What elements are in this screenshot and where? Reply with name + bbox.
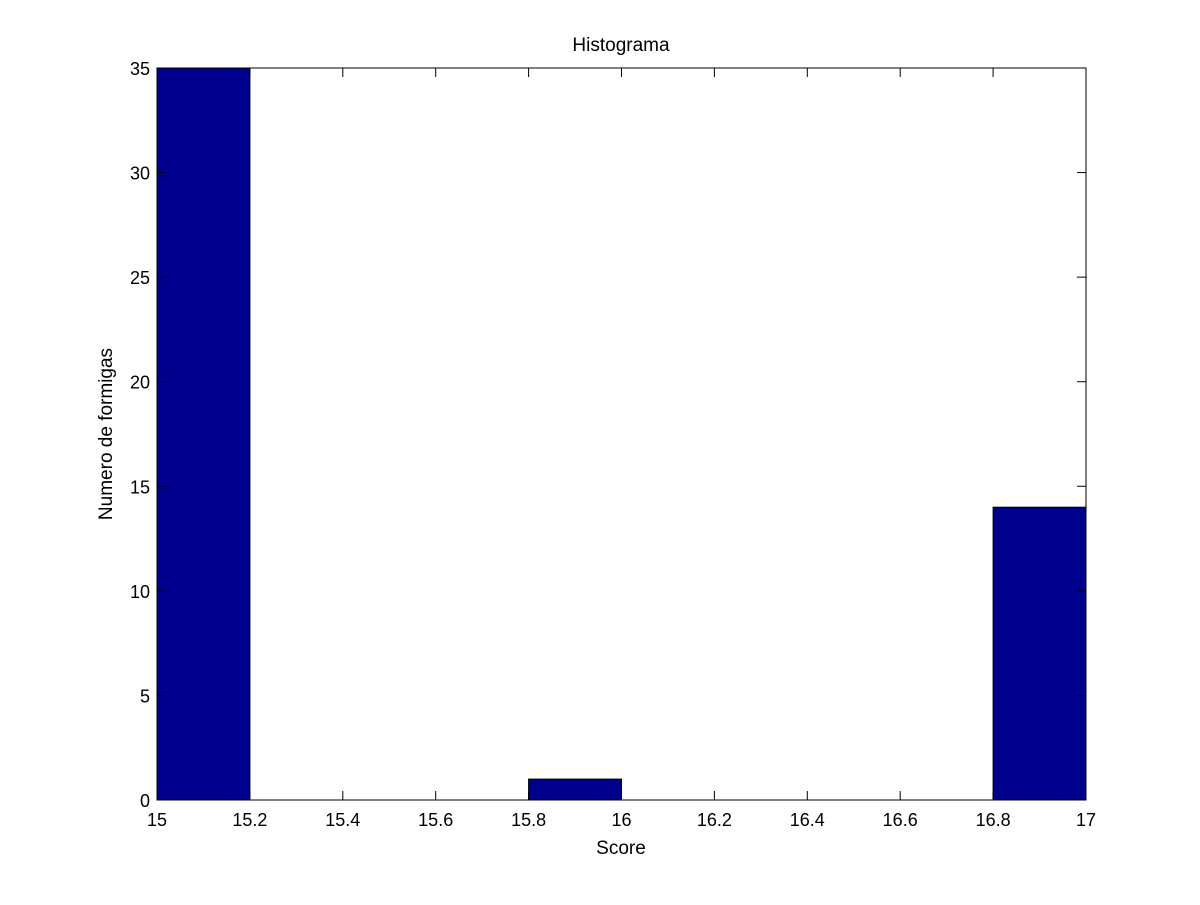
y-tick-label-2: 10	[130, 582, 150, 602]
y-tick-label-5: 25	[130, 268, 150, 288]
bars-group	[156, 67, 1087, 801]
ticks-group	[156, 67, 1087, 801]
y-axis-title: Numero de formigas	[96, 348, 117, 520]
x-tick-label-4: 15.8	[511, 810, 546, 830]
x-tick-label-0: 15	[147, 810, 167, 830]
histogram-bar-4	[528, 778, 622, 801]
x-tick-label-2: 15.4	[325, 810, 360, 830]
y-tick-label-4: 20	[130, 373, 150, 393]
x-tick-label-7: 16.4	[790, 810, 825, 830]
y-tick-label-1: 5	[140, 686, 150, 706]
histogram-bar-0	[156, 67, 251, 801]
tick-labels-group: 15 15.2 15.4 15.6 15.8 16 16.2 16.4 16.6 16.8 17 0 5…	[130, 59, 1096, 830]
chart-title: Histograma	[572, 35, 670, 56]
histogram-bar-9	[992, 506, 1087, 801]
y-tick-label-3: 15	[130, 477, 150, 497]
y-tick-label-6: 30	[130, 164, 150, 184]
y-tick-label-7: 35	[130, 59, 150, 79]
x-axis-title: Score	[596, 838, 646, 859]
x-tick-label-6: 16.2	[697, 810, 732, 830]
x-tick-label-9: 16.8	[976, 810, 1011, 830]
x-tick-label-5: 16	[611, 810, 631, 830]
x-tick-label-8: 16.6	[883, 810, 918, 830]
y-tick-label-0: 0	[140, 791, 150, 811]
x-tick-label-1: 15.2	[232, 810, 267, 830]
x-tick-label-3: 15.6	[418, 810, 453, 830]
x-tick-label-10: 17	[1076, 810, 1096, 830]
